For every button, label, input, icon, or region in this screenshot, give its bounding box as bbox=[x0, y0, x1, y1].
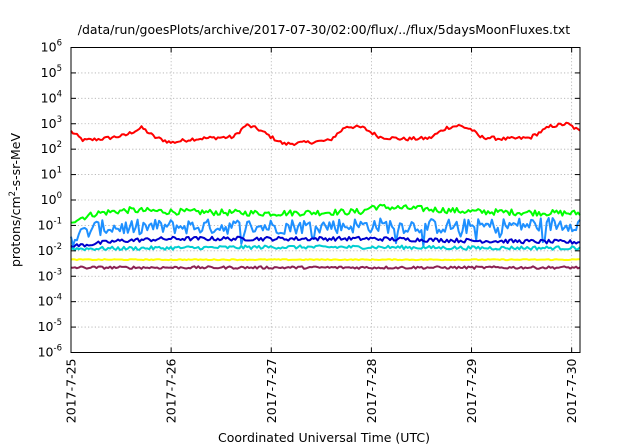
y-tick-label: 10-5 bbox=[38, 318, 62, 334]
y-tick-label: 10-2 bbox=[38, 242, 62, 258]
x-tick-label: 2017-7-28 bbox=[364, 358, 379, 423]
series-line-6 bbox=[70, 265, 581, 270]
x-axis-label: Coordinated Universal Time (UTC) bbox=[218, 430, 430, 445]
series-line-3 bbox=[70, 235, 580, 249]
series-line-1 bbox=[70, 203, 581, 224]
y-tick-label: 100 bbox=[41, 191, 62, 207]
x-tick-label: 2017-7-26 bbox=[164, 358, 179, 423]
y-tick-label: 10-6 bbox=[38, 344, 62, 360]
y-tick-label: 10-1 bbox=[38, 216, 62, 232]
y-tick-label: 104 bbox=[41, 89, 62, 105]
series-line-2 bbox=[70, 217, 581, 248]
x-tick-label: 2017-7-29 bbox=[464, 358, 479, 423]
y-tick-label: 10-4 bbox=[38, 293, 62, 309]
y-tick-label: 10-3 bbox=[38, 267, 62, 283]
y-tick-label: 101 bbox=[41, 166, 62, 182]
x-tick-label: 2017-7-30 bbox=[564, 358, 579, 423]
y-tick-label: 103 bbox=[41, 115, 62, 131]
y-tick-label: 105 bbox=[41, 64, 62, 80]
y-tick-label: 102 bbox=[41, 140, 62, 156]
y-axis-label: protons/cm2-s-sr-MeV bbox=[8, 133, 23, 267]
series-layer bbox=[70, 121, 581, 270]
y-axis-ticks: 10-6 10-5 10-4 10-3 10-2 10-1 100 101 102 103 104 1… bbox=[38, 39, 580, 360]
chart-title: /data/run/goesPlots/archive/2017-07-30/0… bbox=[78, 22, 571, 37]
series-line-0 bbox=[70, 121, 581, 147]
grid-lines bbox=[71, 47, 580, 353]
series-line-5 bbox=[70, 258, 580, 262]
series-line-4 bbox=[70, 244, 581, 252]
x-axis-ticks: 2017-7-25 2017-7-26 2017-7-27 2017-7-28 2017… bbox=[64, 47, 579, 424]
y-tick-label: 106 bbox=[41, 39, 62, 55]
x-tick-label: 2017-7-27 bbox=[264, 359, 279, 424]
x-tick-label: 2017-7-25 bbox=[64, 359, 79, 424]
